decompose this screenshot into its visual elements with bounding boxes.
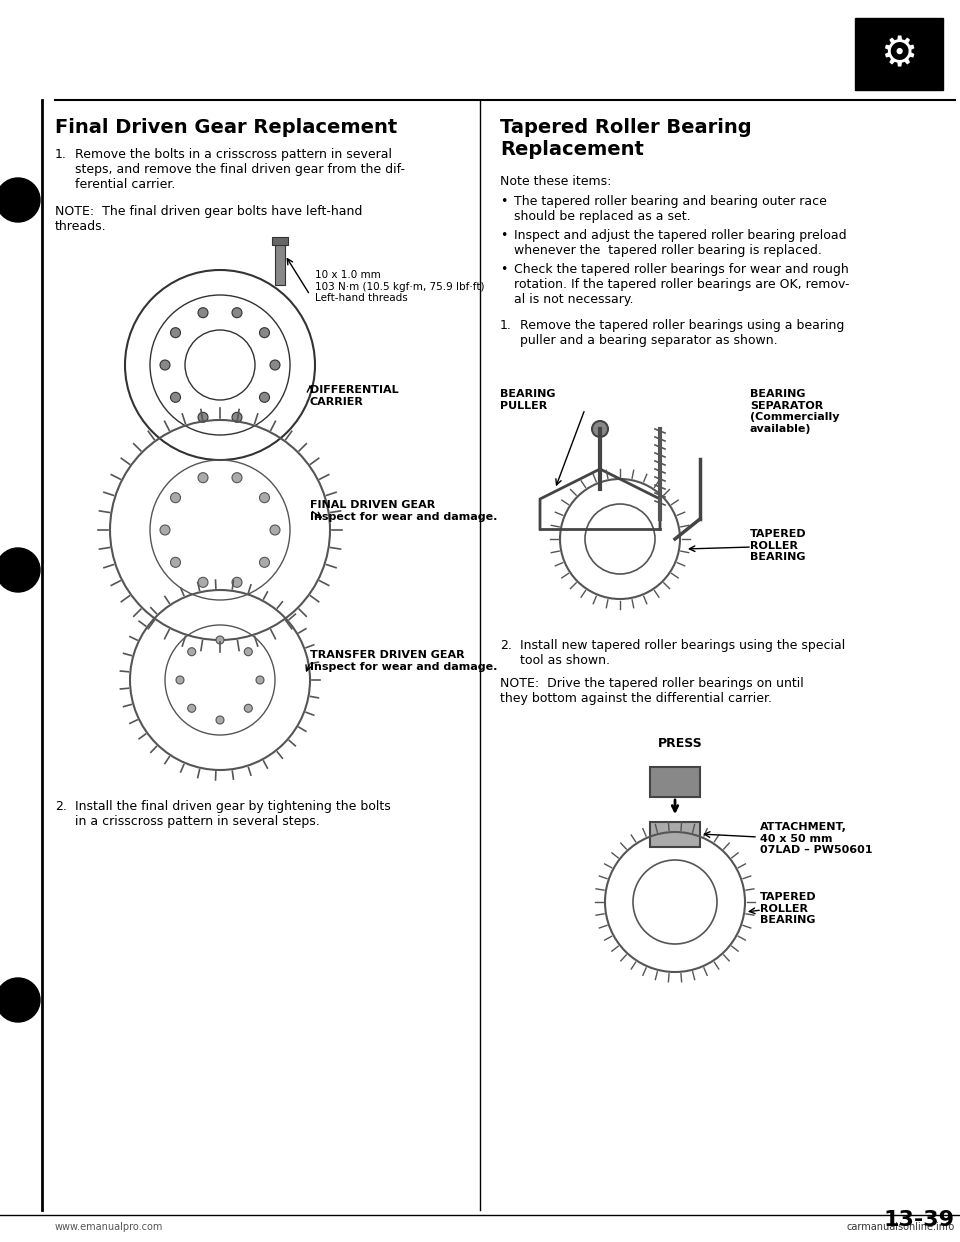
Text: Install new tapered roller bearings using the special
tool as shown.: Install new tapered roller bearings usin… — [520, 638, 845, 667]
Text: •: • — [500, 229, 508, 242]
Text: Remove the tapered roller bearings using a bearing
puller and a bearing separato: Remove the tapered roller bearings using… — [520, 319, 845, 347]
Text: ATTACHMENT,
40 x 50 mm
07LAD – PW50601: ATTACHMENT, 40 x 50 mm 07LAD – PW50601 — [760, 822, 873, 856]
Bar — [650, 822, 700, 847]
Bar — [650, 768, 700, 797]
Text: 2.: 2. — [55, 800, 67, 814]
Circle shape — [160, 525, 170, 535]
Circle shape — [259, 328, 270, 338]
Text: www.emanualpro.com: www.emanualpro.com — [55, 1222, 163, 1232]
Circle shape — [232, 578, 242, 587]
Text: PRESS: PRESS — [658, 737, 703, 750]
Circle shape — [176, 676, 184, 684]
Circle shape — [171, 392, 180, 402]
Text: carmanualsonline.info: carmanualsonline.info — [847, 1222, 955, 1232]
Circle shape — [198, 578, 208, 587]
Text: BEARING
SEPARATOR
(Commercially
available): BEARING SEPARATOR (Commercially availabl… — [750, 389, 839, 433]
Text: Check the tapered roller bearings for wear and rough
rotation. If the tapered ro: Check the tapered roller bearings for we… — [514, 263, 850, 306]
Text: TAPERED
ROLLER
BEARING: TAPERED ROLLER BEARING — [760, 892, 817, 925]
Circle shape — [0, 977, 40, 1022]
Text: 1.: 1. — [55, 148, 67, 161]
Circle shape — [171, 493, 180, 503]
Text: Install the final driven gear by tightening the bolts
in a crisscross pattern in: Install the final driven gear by tighten… — [75, 800, 391, 828]
Circle shape — [171, 558, 180, 568]
Circle shape — [270, 360, 280, 370]
Circle shape — [198, 412, 208, 422]
Text: 1.: 1. — [500, 319, 512, 332]
Bar — [855, 17, 943, 89]
Text: •: • — [500, 195, 508, 207]
Text: TRANSFER DRIVEN GEAR
Inspect for wear and damage.: TRANSFER DRIVEN GEAR Inspect for wear an… — [310, 650, 497, 672]
Text: 13-39: 13-39 — [884, 1210, 955, 1230]
Circle shape — [198, 473, 208, 483]
Circle shape — [259, 392, 270, 402]
Circle shape — [188, 648, 196, 656]
Circle shape — [270, 525, 280, 535]
Text: •: • — [500, 263, 508, 276]
Circle shape — [232, 412, 242, 422]
Circle shape — [198, 308, 208, 318]
Circle shape — [232, 473, 242, 483]
Circle shape — [0, 178, 40, 222]
Circle shape — [259, 558, 270, 568]
Text: NOTE:  The final driven gear bolts have left-hand
threads.: NOTE: The final driven gear bolts have l… — [55, 205, 362, 233]
Circle shape — [216, 636, 224, 645]
Circle shape — [160, 360, 170, 370]
Bar — [0, 101, 42, 1210]
Circle shape — [216, 715, 224, 724]
Circle shape — [232, 308, 242, 318]
Text: ⚙: ⚙ — [880, 34, 918, 75]
Circle shape — [0, 548, 40, 592]
Text: NOTE:  Drive the tapered roller bearings on until
they bottom against the differ: NOTE: Drive the tapered roller bearings … — [500, 677, 804, 705]
Text: Tapered Roller Bearing
Replacement: Tapered Roller Bearing Replacement — [500, 118, 752, 159]
Text: Remove the bolts in a crisscross pattern in several
steps, and remove the final : Remove the bolts in a crisscross pattern… — [75, 148, 405, 191]
Circle shape — [256, 676, 264, 684]
Text: The tapered roller bearing and bearing outer race
should be replaced as a set.: The tapered roller bearing and bearing o… — [514, 195, 827, 224]
Text: BEARING
PULLER: BEARING PULLER — [500, 389, 556, 411]
Text: Inspect and adjust the tapered roller bearing preload
whenever the  tapered roll: Inspect and adjust the tapered roller be… — [514, 229, 847, 257]
Circle shape — [171, 328, 180, 338]
Circle shape — [592, 421, 608, 437]
Text: FINAL DRIVEN GEAR
Inspect for wear and damage.: FINAL DRIVEN GEAR Inspect for wear and d… — [310, 501, 497, 522]
Text: TAPERED
ROLLER
BEARING: TAPERED ROLLER BEARING — [750, 529, 806, 563]
Text: DIFFERENTIAL
CARRIER: DIFFERENTIAL CARRIER — [310, 385, 398, 406]
Bar — [272, 237, 288, 245]
Text: 10 x 1.0 mm
103 N·m (10.5 kgf·m, 75.9 lbf·ft)
Left-hand threads: 10 x 1.0 mm 103 N·m (10.5 kgf·m, 75.9 lb… — [315, 270, 485, 303]
Circle shape — [244, 648, 252, 656]
Circle shape — [259, 493, 270, 503]
Circle shape — [244, 704, 252, 712]
Circle shape — [188, 704, 196, 712]
Text: Final Driven Gear Replacement: Final Driven Gear Replacement — [55, 118, 397, 137]
Bar — [275, 245, 285, 284]
Text: 2.: 2. — [500, 638, 512, 652]
Text: Note these items:: Note these items: — [500, 175, 612, 188]
